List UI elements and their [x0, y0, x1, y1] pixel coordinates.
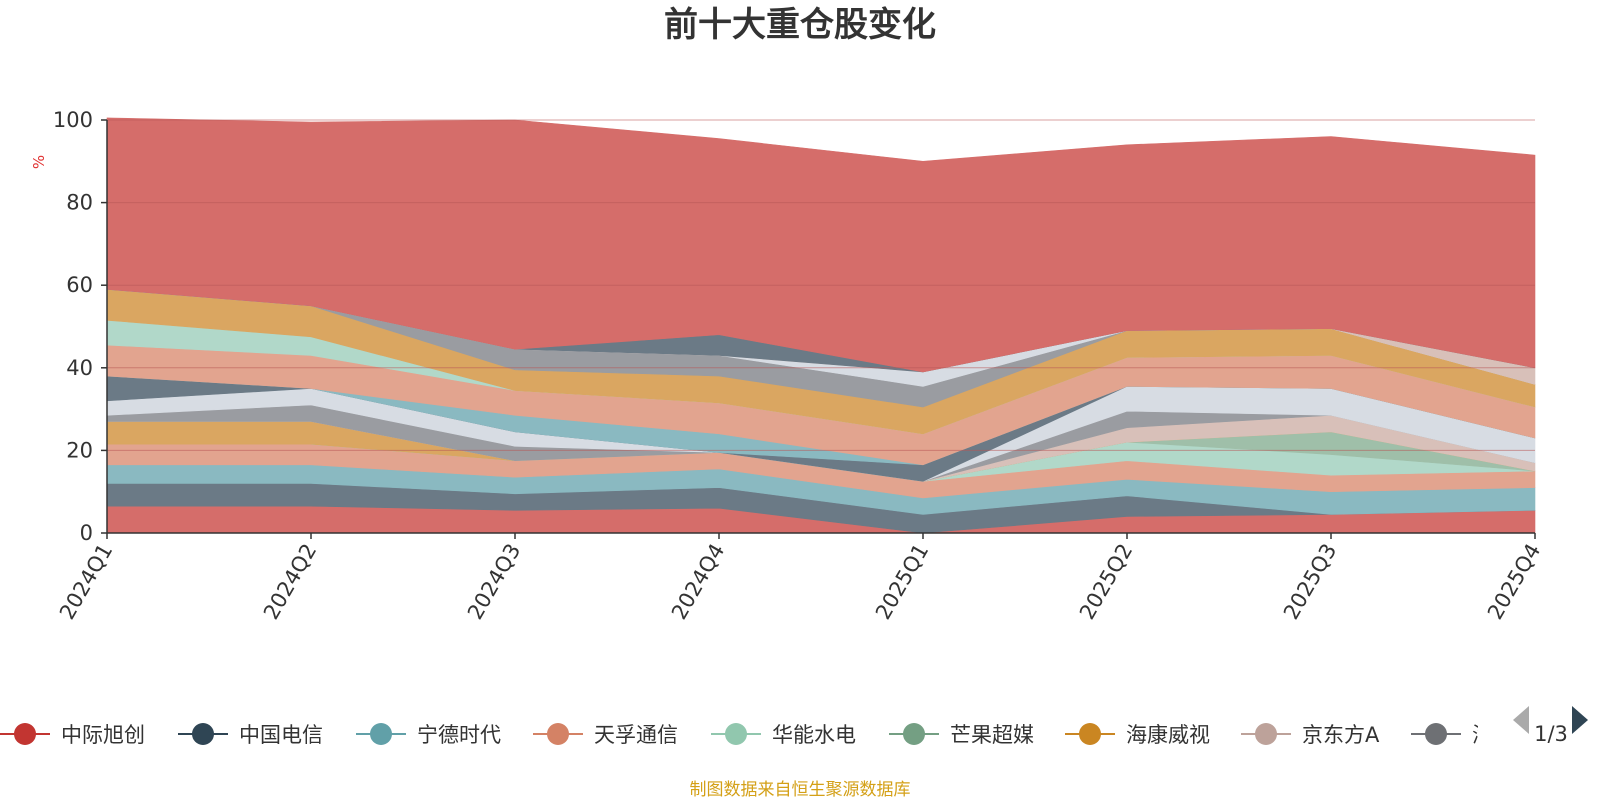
y-tick-label: 0 [80, 521, 93, 545]
x-tick-label: 2025Q3 [1279, 540, 1341, 624]
legend-label: 中国电信 [239, 723, 323, 747]
legend-label: 中际旭创 [61, 723, 145, 747]
y-axis-unit: % [30, 155, 48, 169]
legend-item[interactable]: 京东方A [1241, 723, 1380, 747]
area-series-group [106, 117, 1536, 534]
legend-label: 宁德时代 [417, 723, 501, 747]
x-tick-label: 2025Q1 [871, 540, 933, 624]
legend-marker-icon [1425, 723, 1447, 745]
x-tick-label: 2024Q1 [55, 540, 117, 624]
x-tick-label: 2024Q2 [259, 540, 321, 624]
y-tick-label: 60 [66, 273, 93, 297]
legend-marker-icon [1079, 723, 1101, 745]
legend-marker-icon [14, 723, 36, 745]
legend-item[interactable]: 天孚通信 [533, 723, 678, 747]
chart-title: 前十大重仓股变化 [664, 5, 936, 45]
legend-item[interactable]: 华能水电 [711, 723, 856, 747]
legend-pager[interactable]: 1/3 [1513, 706, 1588, 746]
legend-marker-icon [1255, 723, 1277, 745]
y-tick-label: 40 [66, 356, 93, 380]
legend-item[interactable]: 海康威视 [1065, 723, 1210, 747]
x-tick-label: 2024Q4 [667, 540, 729, 624]
legend-marker-icon [547, 723, 569, 745]
legend-label: 华能水电 [772, 723, 856, 747]
legend-item[interactable]: 中国电信 [178, 723, 323, 747]
legend-marker-icon [192, 723, 214, 745]
legend-label: 芒果超媒 [950, 723, 1034, 747]
legend-item[interactable]: 海光信息 [1411, 723, 1556, 747]
legend-page-indicator: 1/3 [1534, 722, 1568, 746]
legend-marker-icon [903, 723, 925, 745]
legend-item[interactable]: 芒果超媒 [889, 723, 1034, 747]
x-tick-label: 2024Q3 [463, 540, 525, 624]
legend-marker-icon [725, 723, 747, 745]
legend-marker-icon [370, 723, 392, 745]
legend-items: 中际旭创 中国电信 宁德时代 天孚通信 华能水电 芒果超媒 海康威视 京东方A 海光信息 [0, 723, 1556, 747]
legend-label: 海光信息 [1472, 723, 1556, 747]
legend-item[interactable]: 宁德时代 [356, 723, 501, 747]
legend-label: 京东方A [1302, 723, 1380, 747]
legend[interactable]: 中际旭创 中国电信 宁德时代 天孚通信 华能水电 芒果超媒 海康威视 京东方A 海光信息 [0, 723, 1556, 747]
x-tick-label: 2025Q4 [1483, 540, 1545, 624]
y-tick-label: 80 [66, 191, 93, 215]
legend-next-page-icon[interactable] [1572, 706, 1588, 734]
y-tick-label: 100 [53, 108, 93, 132]
legend-label: 天孚通信 [594, 723, 678, 747]
y-tick-label: 20 [66, 438, 93, 462]
x-tick-label: 2025Q2 [1075, 540, 1137, 624]
grid-lines [107, 119, 1535, 451]
legend-label: 海康威视 [1126, 723, 1210, 747]
legend-item[interactable]: 中际旭创 [0, 723, 145, 747]
legend-prev-page-icon[interactable] [1513, 706, 1529, 734]
source-note: 制图数据来自恒生聚源数据库 [690, 780, 911, 800]
